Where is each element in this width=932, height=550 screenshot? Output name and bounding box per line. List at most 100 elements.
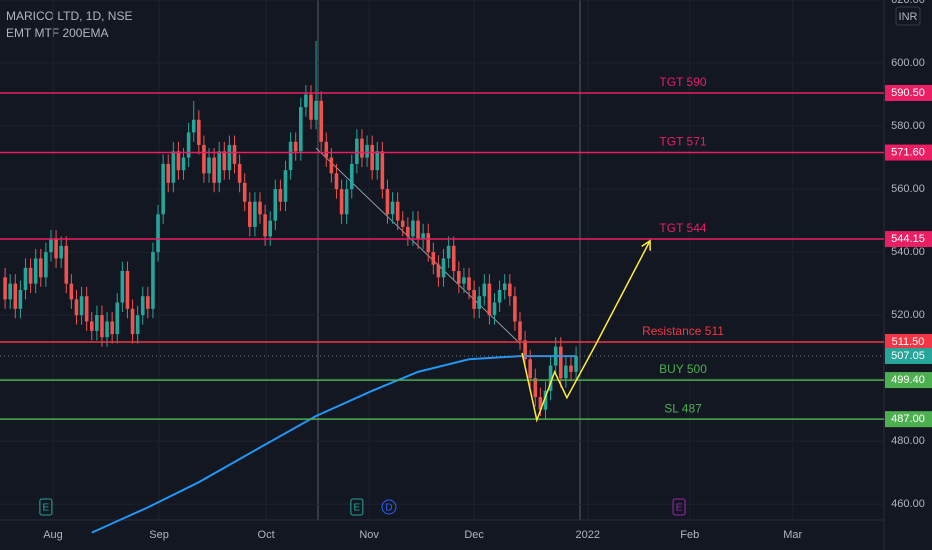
y-tick-label: 600.00	[891, 57, 925, 69]
candle-body	[222, 151, 227, 171]
event-label: E	[43, 503, 50, 514]
candle-body	[518, 321, 522, 341]
candle-body	[253, 201, 257, 227]
candle-body	[186, 132, 191, 158]
candle-body	[171, 151, 176, 183]
y-tick-label: 540.00	[891, 246, 925, 258]
chart-title: MARICO LTD, 1D, NSE	[6, 9, 132, 23]
candle-body	[227, 144, 232, 171]
candle-body	[457, 271, 461, 284]
candle-body	[95, 315, 99, 331]
indicator-name: EMT MTF 200EMA	[6, 26, 108, 40]
candle-body	[324, 141, 329, 158]
candle-body	[390, 201, 395, 215]
candle-body	[100, 315, 104, 338]
x-tick-label: Feb	[680, 529, 699, 541]
candle-body	[344, 189, 349, 215]
candle-body	[492, 302, 497, 316]
event-icon[interactable]	[381, 499, 397, 515]
candle-body	[283, 170, 288, 202]
level-name: BUY 500	[659, 362, 707, 376]
candle-body	[248, 201, 252, 227]
event-icon	[350, 498, 364, 516]
candle-body	[543, 390, 548, 410]
candle-body	[487, 283, 492, 316]
candle-body	[569, 365, 573, 372]
pattern-drawing	[521, 240, 651, 423]
candle-body	[314, 100, 318, 120]
level-name: TGT 590	[659, 75, 706, 89]
candle-body	[59, 245, 63, 259]
y-tick-label: 620.00	[891, 0, 925, 6]
event-icon	[672, 498, 686, 516]
candle-body	[120, 271, 125, 303]
candle-body	[451, 245, 456, 272]
candle-body	[400, 220, 405, 227]
candle-body	[8, 283, 12, 300]
candle-body	[309, 94, 313, 120]
candle-body	[23, 267, 28, 290]
candle-body	[380, 151, 385, 190]
candle-body	[548, 365, 553, 391]
level-name: Resistance 511	[642, 324, 724, 338]
candle-body	[477, 296, 482, 309]
candle-body	[288, 141, 293, 171]
candle-body	[38, 258, 43, 278]
candle-body	[263, 214, 267, 237]
level-badge-label: 571.60	[891, 146, 925, 158]
candle-body	[84, 296, 89, 322]
candle-body	[339, 189, 344, 215]
level-badge	[885, 84, 932, 101]
candle-body	[334, 173, 339, 190]
candle-body	[49, 239, 53, 253]
candle-body	[212, 157, 216, 183]
x-tick-label: 2022	[576, 529, 600, 541]
x-tick-label: Dec	[464, 529, 484, 541]
candle-body	[365, 144, 369, 158]
ema-line	[91, 355, 577, 534]
candle-body	[319, 100, 323, 142]
candle-body	[349, 163, 354, 190]
candle-body	[202, 144, 206, 174]
candle-body	[130, 308, 135, 335]
candle-body	[528, 359, 532, 379]
candle-body	[146, 296, 150, 309]
candle-body	[385, 189, 390, 215]
candle-body	[472, 289, 476, 309]
level-name: SL 487	[664, 401, 702, 415]
y-tick-label: 580.00	[891, 120, 925, 132]
candle-body	[166, 163, 171, 183]
candle-body	[462, 277, 466, 284]
level-badge	[885, 372, 932, 389]
candle-body	[28, 267, 33, 284]
candle-body	[105, 321, 109, 338]
y-tick-label: 460.00	[891, 498, 925, 510]
x-tick-label: Nov	[359, 529, 379, 541]
candle-body	[191, 119, 196, 133]
candle-body	[564, 365, 568, 379]
candle-body	[268, 220, 272, 237]
arrow-head	[641, 239, 651, 251]
currency-box[interactable]	[895, 6, 921, 26]
candle-body	[242, 182, 247, 202]
candle-body	[181, 157, 186, 171]
candle-body	[258, 201, 262, 215]
candle-body	[533, 378, 538, 398]
candle-body	[197, 119, 201, 145]
candle-body	[360, 138, 364, 158]
level-badge-label: 487.00	[891, 413, 925, 425]
level-badge	[885, 231, 932, 248]
candle-body	[79, 296, 84, 316]
candle-body	[74, 299, 79, 316]
currency[interactable]: INR	[899, 11, 918, 23]
level-name: TGT 571	[659, 135, 706, 149]
candle-body	[426, 233, 431, 253]
candle-body	[446, 245, 451, 259]
level-badge	[885, 144, 932, 161]
candle-body	[431, 252, 436, 265]
candle-body	[18, 289, 23, 309]
event-label: E	[354, 503, 361, 514]
candle-body	[273, 189, 278, 221]
candle-body	[115, 302, 120, 335]
